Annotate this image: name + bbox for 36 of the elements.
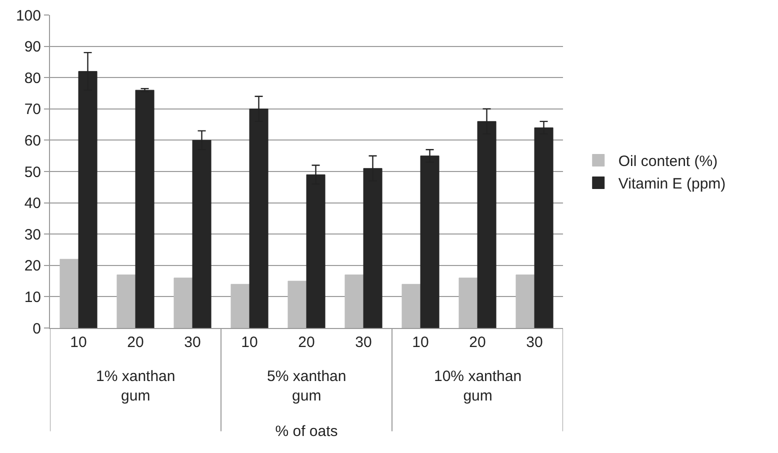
y-tick-label: 90 [24,38,41,56]
x-tick-label: 20 [127,334,144,351]
text: 10% xanthan gum [434,368,522,404]
y-tick-label: 30 [24,226,41,244]
legend-label: Vitamin E (ppm) [618,176,726,193]
y-tick-label: 100 [16,7,41,24]
bar [60,258,79,328]
x-tick-label: 10 [241,334,258,351]
y-tick-label: 60 [24,132,41,150]
bar [458,278,478,328]
y-tick-label: 20 [24,258,41,275]
bar [344,274,364,328]
x-tick-label: 30 [355,334,372,351]
text: 1% xanthan gum [96,368,176,404]
y-tick-label: 50 [24,164,41,181]
text: 5% xanthan gum [267,368,346,404]
bar [230,284,250,328]
x-tick-label: 30 [526,334,543,351]
y-tick-label: 80 [24,70,41,87]
bar [402,284,421,328]
y-tick-label: 0 [32,320,41,338]
legend-label: Oil content (%) [618,153,718,170]
bar [516,274,535,328]
x-tick-label: 30 [184,334,201,351]
bar [288,280,307,328]
bar [135,90,154,328]
bar [116,274,136,328]
x-tick-label: 20 [469,334,486,351]
bar [174,278,193,328]
x-tick-label: 10 [70,334,87,351]
x-axis-title: % of oats [275,423,338,440]
y-tick-label: 70 [24,101,41,118]
x-tick-label: 10 [412,334,429,351]
y-tick-label: 10 [24,288,41,306]
y-tick-label: 40 [24,195,41,212]
x-tick-label: 20 [298,334,315,351]
